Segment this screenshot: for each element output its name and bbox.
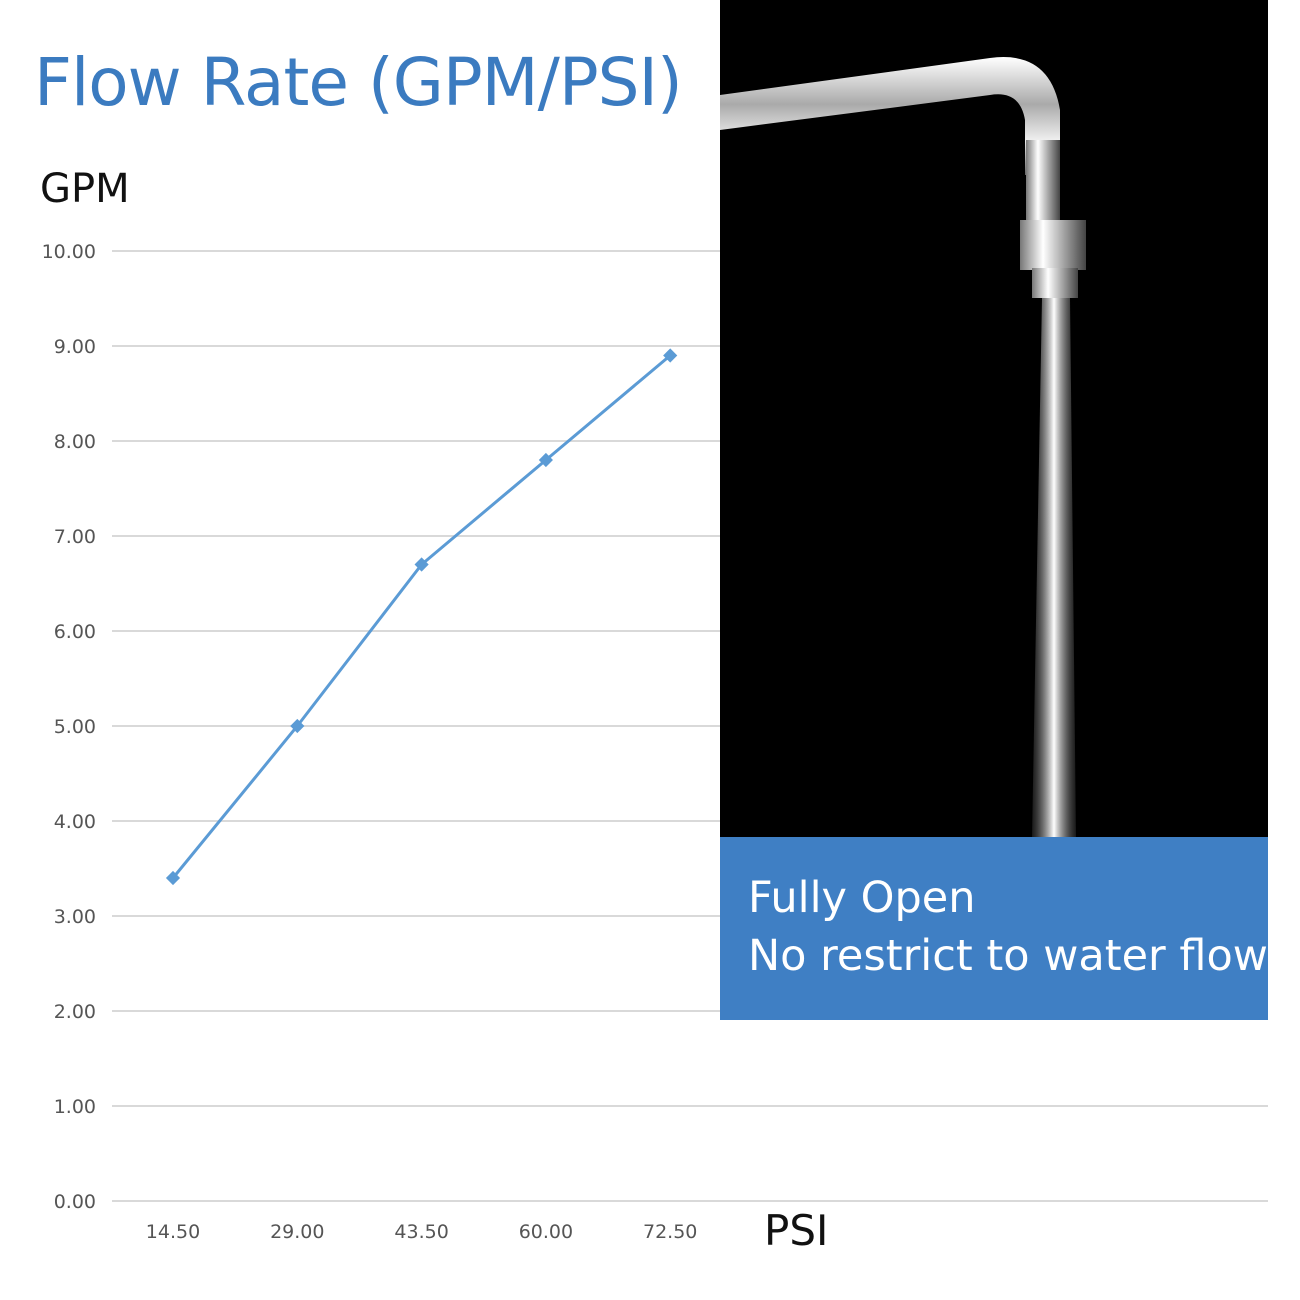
y-tick-label: 4.00 (54, 811, 96, 833)
y-axis-label: GPM (40, 166, 130, 212)
data-point (538, 452, 553, 468)
faucet-photo (720, 0, 1268, 837)
y-tick-label: 0.00 (54, 1191, 96, 1213)
y-tick-label: 10.00 (42, 241, 96, 263)
y-tick-label: 2.00 (54, 1001, 96, 1023)
data-point (290, 718, 305, 734)
chart-title: Flow Rate (GPM/PSI) (34, 44, 683, 121)
y-tick-label: 8.00 (54, 431, 96, 453)
x-tick-label: 43.50 (394, 1221, 448, 1243)
data-point (414, 557, 429, 572)
x-tick-label: 14.50 (146, 1221, 200, 1243)
caption-line-1: Fully Open (748, 873, 976, 923)
y-tick-label: 6.00 (54, 621, 96, 643)
data-point (165, 870, 181, 886)
x-axis-label: PSI (764, 1206, 829, 1255)
caption-box: Fully Open No restrict to water flow (720, 837, 1268, 1020)
y-tick-label: 7.00 (54, 526, 96, 548)
y-tick-label: 1.00 (54, 1096, 96, 1118)
caption-line-2: No restrict to water flow (748, 931, 1268, 981)
data-point (663, 348, 678, 363)
faucet-image (720, 57, 1086, 837)
y-tick-label: 3.00 (54, 906, 96, 928)
series-line (171, 354, 672, 879)
x-tick-label: 60.00 (519, 1221, 573, 1243)
y-tick-label: 9.00 (54, 336, 96, 358)
y-tick-label: 5.00 (54, 716, 96, 738)
x-tick-label: 29.00 (270, 1221, 324, 1243)
x-tick-label: 72.50 (643, 1221, 697, 1243)
